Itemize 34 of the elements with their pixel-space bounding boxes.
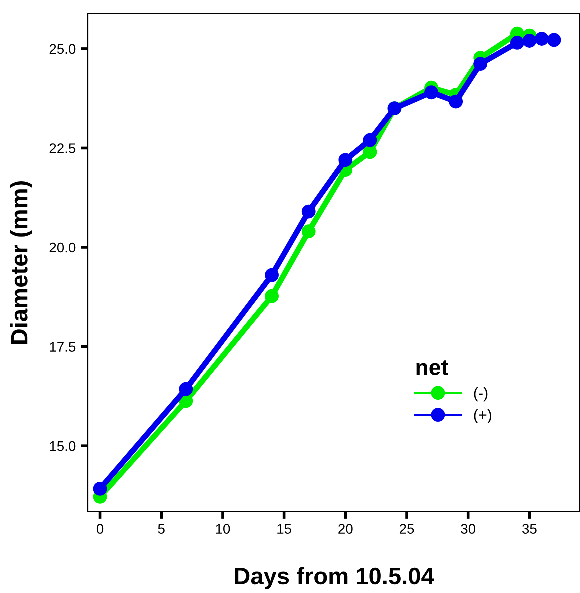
x-tick-label: 15	[278, 524, 292, 534]
x-tick-label: 25	[400, 524, 414, 534]
point	[474, 57, 488, 71]
point	[510, 36, 524, 50]
point	[363, 133, 378, 148]
point	[265, 268, 279, 282]
x-tick-label: 30	[461, 524, 476, 534]
legend-title: net	[416, 360, 448, 376]
y-tick-label: 25.0	[50, 44, 76, 54]
y-tick-label: 20.0	[50, 242, 76, 253]
point	[338, 153, 353, 168]
y-axis-title: Diameter (mm)	[10, 182, 32, 344]
point	[535, 32, 549, 46]
point	[424, 86, 438, 100]
legend-label: (+)	[474, 409, 492, 424]
y-tick-label: 15.0	[50, 441, 76, 452]
point	[547, 33, 562, 48]
x-tick-label: 5	[158, 524, 165, 534]
y-tick-label: 17.5	[50, 342, 76, 352]
x-tick-label: 20	[338, 524, 353, 534]
point	[363, 145, 378, 160]
point	[265, 289, 279, 304]
y-tick-label: 22.5	[50, 144, 76, 154]
point	[93, 482, 108, 496]
point	[522, 34, 537, 48]
x-axis-title: Days from 10.5.04	[235, 567, 434, 590]
point	[449, 94, 464, 109]
x-tick-label: 10	[216, 524, 230, 534]
point	[302, 224, 316, 239]
point	[179, 382, 194, 396]
x-tick-label: 35	[522, 524, 537, 534]
point	[302, 204, 316, 219]
legend-label: (-)	[474, 387, 488, 402]
x-tick-label: 0	[96, 524, 104, 534]
